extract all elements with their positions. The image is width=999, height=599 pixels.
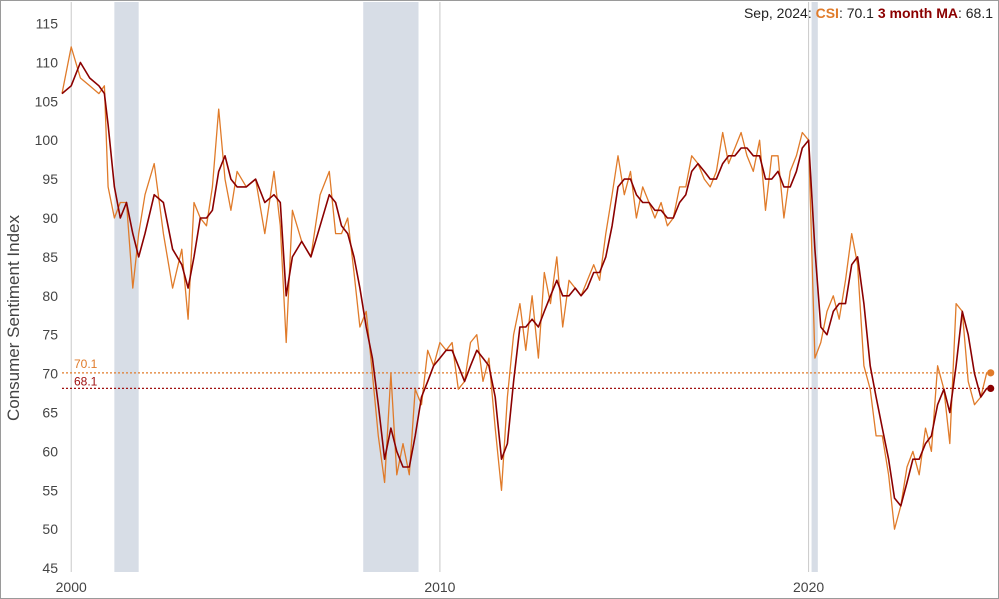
y-tick-label-115: 115 xyxy=(36,16,59,32)
y-tick-label-55: 55 xyxy=(42,482,58,498)
x-tick-label-2000: 2000 xyxy=(56,579,87,595)
legend-ma-value: 68.1 xyxy=(965,5,993,21)
recession-band-0 xyxy=(114,2,139,572)
series-line-ma xyxy=(61,61,988,507)
series-line-csi xyxy=(61,46,988,530)
y-tick-label-45: 45 xyxy=(42,560,58,576)
y-tick-label-85: 85 xyxy=(42,249,58,265)
y-tick-label-110: 110 xyxy=(36,54,59,70)
reference-label-ma: 68.1 xyxy=(74,374,98,388)
end-markers xyxy=(987,369,995,393)
legend-csi-label: CSI xyxy=(815,5,839,21)
legend-ma-label: 3 month MA xyxy=(877,5,958,21)
y-axis-label: Consumer Sentiment Index xyxy=(4,215,23,421)
y-tick-label-50: 50 xyxy=(42,521,58,537)
y-tick-label-80: 80 xyxy=(42,288,58,304)
series-lines xyxy=(61,46,988,530)
reference-lines: 70.1 68.1 xyxy=(62,357,990,390)
y-tick-label-105: 105 xyxy=(35,93,59,109)
end-marker-ma xyxy=(987,384,995,393)
y-tick-label-60: 60 xyxy=(42,443,58,459)
y-tick-label-90: 90 xyxy=(42,210,58,226)
x-tick-label-2010: 2010 xyxy=(424,579,455,595)
y-tick-label-70: 70 xyxy=(42,366,58,382)
reference-label-csi: 70.1 xyxy=(74,357,98,371)
y-tick-label-100: 100 xyxy=(35,132,59,148)
end-marker-csi xyxy=(987,369,995,377)
y-tick-label-75: 75 xyxy=(42,327,58,343)
x-tick-label-2020: 2020 xyxy=(793,579,824,595)
decade-gridlines xyxy=(70,2,810,572)
x-axis: 2000 2010 2020 xyxy=(56,579,825,595)
legend-csi-value: 70.1 xyxy=(846,5,874,21)
y-tick-label-95: 95 xyxy=(42,171,58,187)
recession-bands xyxy=(114,2,818,572)
hover-legend: Sep, 2024: CSI: 70.1 3 month MA: 68.1 xyxy=(743,5,993,21)
legend-date: Sep, 2024 xyxy=(743,5,808,21)
y-tick-label-65: 65 xyxy=(42,405,58,421)
recession-band-1 xyxy=(363,2,419,572)
y-axis: 45 50 55 60 65 70 75 80 85 90 95 100 105 110 115 xyxy=(35,16,59,577)
recession-band-2 xyxy=(811,2,818,572)
